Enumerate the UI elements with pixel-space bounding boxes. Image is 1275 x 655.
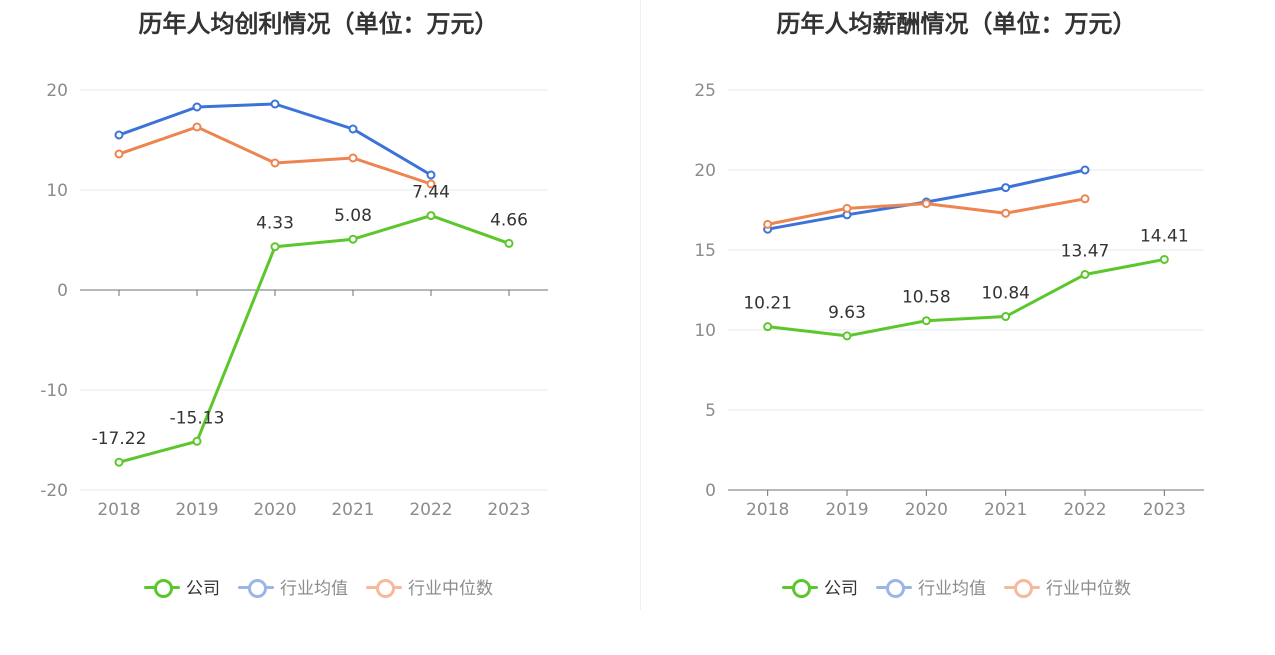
y-tick-label: 0: [57, 281, 68, 301]
y-tick-label: 15: [694, 241, 716, 261]
data-point: [426, 179, 436, 189]
data-label: 10.84: [981, 284, 1030, 304]
data-label: 10.21: [743, 294, 792, 314]
x-tick-label: 2020: [905, 500, 948, 520]
data-label: 14.41: [1140, 226, 1189, 246]
data-point: [114, 149, 124, 159]
data-point: [348, 234, 358, 244]
legend-marker-icon: [876, 577, 912, 598]
data-label: 13.47: [1061, 241, 1110, 261]
profit-line-chart: 20 10 0 -10 -20 2018 2019 2020 2021 2022 2023 -17.2…: [40, 81, 548, 520]
data-label: -15.13: [170, 408, 225, 428]
data-point: [426, 170, 436, 180]
y-tick-label: 5: [705, 401, 716, 421]
data-point: [1001, 183, 1011, 193]
data-point: [1159, 254, 1169, 264]
data-point: [114, 457, 124, 467]
left-chart-panel: 历年人均创利情况（单位：万元） 20 10 0 -10 -20 2018 2019 2020 2…: [0, 0, 637, 655]
legend-label: 行业中位数: [1046, 579, 1131, 599]
y-tick-label: 0: [705, 481, 716, 501]
legend-item-industry-avg[interactable]: 行业均值: [876, 574, 986, 599]
x-tick-label: 2018: [97, 500, 140, 520]
legend-item-company[interactable]: 公司: [144, 574, 220, 599]
y-tick-label: 10: [694, 321, 716, 341]
series-line-0: [767, 257, 1165, 338]
y-tick-label: 10: [46, 181, 68, 201]
data-label: 4.66: [490, 210, 528, 230]
data-label: 5.08: [334, 206, 372, 226]
legend-label: 公司: [824, 579, 858, 599]
data-point: [1080, 194, 1090, 204]
salary-line-chart: 25 20 15 10 5 0 2018 2019 2020 2021 2022 2023 10.21 9…: [694, 81, 1204, 520]
legend-label: 行业均值: [280, 579, 348, 599]
data-point: [270, 158, 280, 168]
legend-item-industry-median[interactable]: 行业中位数: [366, 574, 493, 599]
x-tick-label: 2021: [331, 500, 374, 520]
y-tick-label: -20: [40, 481, 68, 501]
series-line-2: [118, 125, 432, 186]
y-tick-label: -10: [40, 381, 68, 401]
chart-title: 历年人均薪酬情况（单位：万元）: [776, 10, 1137, 38]
x-tick-label: 2021: [984, 500, 1027, 520]
data-point: [114, 130, 124, 140]
data-point: [192, 122, 202, 132]
data-point: [192, 436, 202, 446]
x-tick-label: 2019: [825, 500, 868, 520]
data-label: -17.22: [92, 429, 147, 449]
data-point: [1001, 208, 1011, 218]
data-label: 10.58: [902, 288, 951, 308]
x-tick-label: 2022: [409, 500, 452, 520]
data-point: [1001, 312, 1011, 322]
data-point: [921, 199, 931, 209]
legend-marker-icon: [1004, 577, 1040, 598]
data-point: [1080, 269, 1090, 279]
panel-divider: [640, 0, 641, 610]
legend-item-industry-median[interactable]: 行业中位数: [1004, 574, 1131, 599]
y-tick-label: 25: [694, 81, 716, 101]
x-tick-label: 2022: [1063, 500, 1106, 520]
chart-title: 历年人均创利情况（单位：万元）: [138, 10, 499, 38]
x-tick-label: 2018: [746, 500, 789, 520]
series-line-0: [118, 214, 510, 464]
legend-label: 公司: [186, 579, 220, 599]
legend-label: 行业中位数: [408, 579, 493, 599]
legend-item-industry-avg[interactable]: 行业均值: [238, 574, 348, 599]
data-point: [763, 219, 773, 229]
data-point: [192, 102, 202, 112]
legend-marker-icon: [238, 577, 274, 598]
data-point: [270, 99, 280, 109]
x-tick-label: 2019: [175, 500, 218, 520]
data-point: [348, 153, 358, 163]
data-point: [763, 322, 773, 332]
data-point: [842, 331, 852, 341]
x-tick-label: 2023: [1143, 500, 1186, 520]
x-tick-label: 2023: [487, 500, 530, 520]
data-label: 7.44: [412, 183, 450, 203]
right-chart-panel: 历年人均薪酬情况（单位：万元） 25 20 15 10 5 0 2018 2019 2020 20…: [638, 0, 1275, 655]
data-point: [270, 242, 280, 252]
x-tick-label: 2020: [253, 500, 296, 520]
legend-marker-icon: [366, 577, 402, 598]
data-point: [1080, 165, 1090, 175]
y-tick-label: 20: [46, 81, 68, 101]
legend-marker-icon: [782, 577, 818, 598]
y-tick-label: 20: [694, 161, 716, 181]
data-point: [842, 203, 852, 213]
legend-marker-icon: [144, 577, 180, 598]
data-point: [426, 211, 436, 221]
chart-legend: 公司 行业均值 行业中位数: [0, 574, 637, 599]
data-point: [921, 316, 931, 326]
data-point: [504, 238, 514, 248]
chart-legend: 公司 行业均值 行业中位数: [638, 574, 1275, 599]
legend-label: 行业均值: [918, 579, 986, 599]
data-point: [348, 124, 358, 134]
legend-item-company[interactable]: 公司: [782, 574, 858, 599]
data-label: 4.33: [256, 214, 294, 234]
data-label: 9.63: [828, 303, 866, 323]
